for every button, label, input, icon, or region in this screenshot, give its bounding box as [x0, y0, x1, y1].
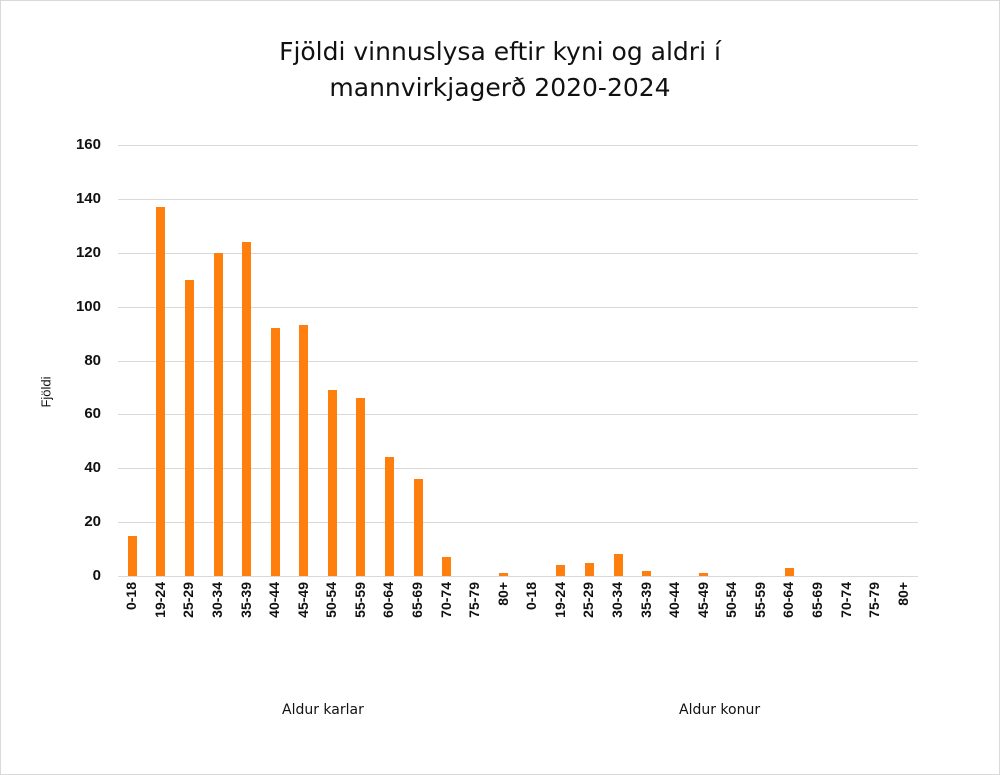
bar: [328, 390, 337, 576]
bar: [156, 207, 165, 576]
y-tick-label: 140: [75, 190, 101, 207]
bar: [614, 554, 623, 576]
y-axis-label: Fjöldi: [38, 376, 54, 408]
x-tick-label: 0-18: [123, 582, 139, 611]
x-tick-label: 70-74: [438, 582, 454, 618]
bar: [499, 573, 508, 576]
x-tick-label: 40-44: [266, 582, 282, 618]
gridline: [118, 361, 918, 362]
x-tick-label: 0-18: [523, 582, 539, 611]
x-tick-label: 65-69: [409, 582, 425, 618]
bar: [385, 457, 394, 576]
x-tick-label: 35-39: [638, 582, 654, 618]
x-tick-label: 75-79: [866, 582, 882, 618]
x-tick-label: 60-64: [780, 582, 796, 618]
gridline: [118, 145, 918, 146]
gridline: [118, 522, 918, 523]
bar: [214, 253, 223, 576]
x-tick-label: 55-59: [752, 582, 768, 618]
x-tick-label: 80+: [495, 582, 511, 606]
x-tick-label: 80+: [895, 582, 911, 606]
x-tick-label: 35-39: [238, 582, 254, 618]
bar: [442, 557, 451, 576]
chart-title-line-2: mannvirkjagerð 2020-2024: [329, 73, 671, 102]
x-tick-label: 70-74: [838, 582, 854, 618]
y-tick-label: 80: [84, 352, 101, 369]
bar: [185, 280, 194, 576]
bar: [299, 325, 308, 576]
x-tick-label: 25-29: [180, 582, 196, 618]
x-tick-label: 40-44: [666, 582, 682, 618]
y-tick-label: 60: [84, 405, 101, 422]
bar: [356, 398, 365, 576]
bar: [128, 536, 137, 576]
y-tick-label: 120: [75, 244, 101, 261]
x-tick-label: 30-34: [609, 582, 625, 618]
x-tick-label: 75-79: [466, 582, 482, 618]
chart-title: Fjöldi vinnuslysa eftir kyni og aldri í …: [0, 34, 1000, 106]
x-tick-label: 19-24: [152, 582, 168, 618]
x-tick-label: 60-64: [380, 582, 396, 618]
x-tick-label: 45-49: [295, 582, 311, 618]
bar: [585, 563, 594, 576]
x-tick-label: 19-24: [552, 582, 568, 618]
x-tick-label: 45-49: [695, 582, 711, 618]
x-tick-label: 25-29: [580, 582, 596, 618]
x-tick-label: 50-54: [323, 582, 339, 618]
y-tick-label: 160: [75, 136, 101, 153]
chart-title-line-1: Fjöldi vinnuslysa eftir kyni og aldri í: [279, 37, 721, 66]
bar: [642, 571, 651, 576]
x-tick-label: 65-69: [809, 582, 825, 618]
gridline: [118, 576, 918, 577]
y-tick-label: 20: [84, 513, 101, 530]
x-tick-label: 50-54: [723, 582, 739, 618]
gridline: [118, 307, 918, 308]
x-group-label-women: Aldur konur: [679, 702, 761, 718]
bar: [556, 565, 565, 576]
x-group-label-men: Aldur karlar: [282, 702, 364, 718]
x-tick-label: 55-59: [352, 582, 368, 618]
bar: [699, 573, 708, 576]
gridline: [118, 468, 918, 469]
gridline: [118, 253, 918, 254]
gridline: [118, 414, 918, 415]
bar: [271, 328, 280, 576]
x-tick-label: 30-34: [209, 582, 225, 618]
y-tick-label: 100: [75, 298, 101, 315]
bar: [414, 479, 423, 576]
y-tick-label: 40: [84, 459, 101, 476]
gridline: [118, 199, 918, 200]
y-tick-label: 0: [92, 567, 101, 584]
bar: [785, 568, 794, 576]
bar: [242, 242, 251, 576]
